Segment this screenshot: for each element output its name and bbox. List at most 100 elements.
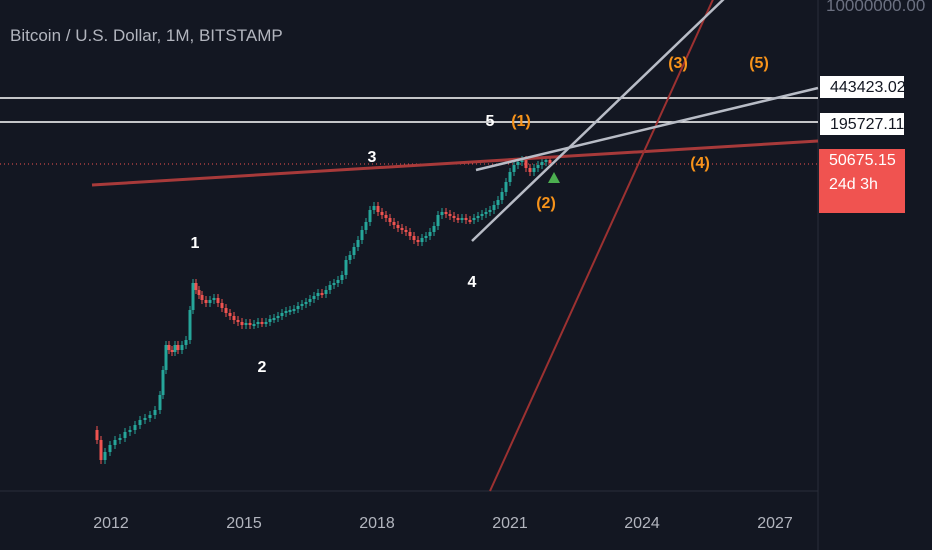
wave-label-sub-5: (5): [749, 55, 769, 72]
candle: [460, 218, 464, 220]
candle: [252, 324, 256, 326]
candle: [404, 230, 408, 232]
wave-label-sub-4: (4): [690, 155, 710, 172]
grid: [0, 0, 819, 550]
candle: [384, 215, 388, 218]
candle: [416, 240, 420, 242]
candle: [308, 299, 312, 302]
candle: [336, 280, 340, 283]
candle: [180, 345, 184, 350]
candle: [360, 230, 364, 240]
candle: [153, 410, 157, 415]
candle: [212, 298, 216, 300]
candle: [408, 232, 412, 236]
up-arrow-marker: [548, 172, 560, 183]
candle: [372, 206, 376, 210]
candle: [248, 323, 252, 325]
level-tag-mid: 195727.11: [819, 112, 905, 136]
candle: [532, 168, 536, 172]
candle: [516, 162, 520, 165]
candle: [292, 309, 296, 311]
wave-labels: 1 2 3 4 5 (1) (2) (3) (4) (5): [191, 55, 769, 376]
candle: [412, 236, 416, 240]
level-tag-high: 443423.02: [819, 75, 906, 99]
candle: [440, 212, 444, 215]
candle: [464, 218, 468, 220]
candle: [528, 168, 532, 172]
wave-label-4: 4: [468, 274, 477, 291]
candle: [480, 214, 484, 216]
candle: [456, 218, 460, 220]
x-tick-2018: 2018: [359, 515, 395, 532]
candle: [496, 200, 500, 205]
candle: [268, 319, 272, 322]
candle: [158, 395, 162, 410]
candle: [492, 205, 496, 210]
price-axis-top-label: 10000000.00: [826, 0, 926, 15]
candle: [204, 300, 208, 303]
trendline-gray-upper: [475, 86, 819, 172]
wave-label-sub-2: (2): [536, 195, 556, 212]
candle: [208, 300, 212, 303]
horizontal-levels: [0, 97, 818, 165]
wave-label-2: 2: [258, 359, 267, 376]
candle: [396, 225, 400, 228]
candle: [224, 308, 228, 313]
candle: [472, 218, 476, 220]
x-tick-2015: 2015: [226, 515, 262, 532]
candle: [200, 295, 204, 300]
candle: [520, 160, 524, 162]
candle: [508, 172, 512, 182]
candle: [161, 370, 165, 395]
chart-title: Bitcoin / U.S. Dollar, 1M, BITSTAMP: [10, 26, 283, 45]
candle: [228, 313, 232, 316]
trendline-red-long: [91, 139, 819, 187]
candle: [99, 440, 103, 460]
candle: [512, 165, 516, 172]
candle: [280, 313, 284, 316]
candle: [432, 226, 436, 232]
candle: [264, 322, 268, 324]
candle: [340, 275, 344, 280]
candle: [288, 310, 292, 312]
candle: [536, 165, 540, 168]
candle: [368, 210, 372, 222]
candle: [128, 430, 132, 432]
candle: [108, 445, 112, 452]
candle: [504, 182, 508, 192]
wave-label-1: 1: [191, 235, 200, 252]
candle: [118, 438, 122, 440]
candle: [194, 283, 198, 290]
candle: [448, 214, 452, 216]
candle: [332, 283, 336, 285]
candle: [256, 322, 260, 324]
candle: [272, 318, 276, 320]
candle: [133, 425, 137, 430]
candles: [95, 156, 552, 464]
candle: [184, 340, 188, 345]
candle: [468, 220, 472, 222]
candle: [284, 311, 288, 313]
candle: [167, 345, 171, 350]
candle: [540, 162, 544, 165]
candle: [232, 316, 236, 320]
wave-label-3: 3: [368, 149, 377, 166]
x-tick-2027: 2027: [757, 515, 793, 532]
candle: [123, 432, 127, 438]
candle: [173, 345, 177, 352]
wave-label-5: 5: [486, 113, 495, 130]
candle: [500, 192, 504, 200]
candle: [216, 298, 220, 303]
candle: [197, 290, 201, 295]
candle: [320, 293, 324, 295]
candle: [484, 212, 488, 214]
x-tick-2012: 2012: [93, 515, 129, 532]
candle: [436, 215, 440, 226]
candle: [103, 452, 107, 460]
candle: [344, 260, 348, 275]
candle: [148, 415, 152, 418]
candle: [300, 304, 304, 306]
trend-lines: [91, 0, 819, 492]
